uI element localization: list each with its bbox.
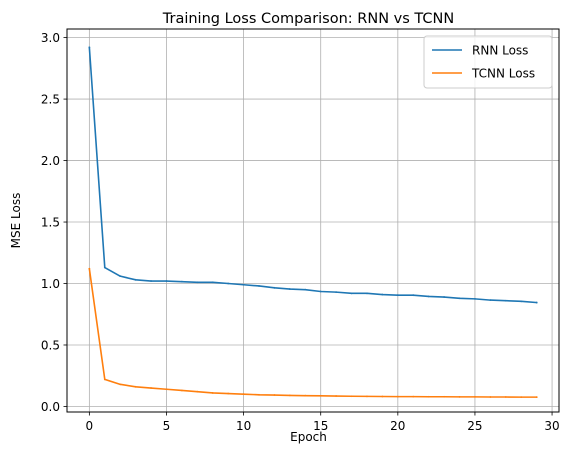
rnn-loss-point — [242, 283, 245, 286]
plot-area-frame — [66, 28, 560, 413]
rnn-loss-point — [88, 46, 91, 49]
x-tick-label: 30 — [544, 419, 559, 433]
tcnn-loss-point — [489, 396, 492, 398]
y-tick-label: 1.5 — [41, 215, 60, 229]
tcnn-loss-point — [350, 395, 353, 398]
tcnn-loss-point — [134, 385, 137, 388]
tcnn-loss-point — [366, 395, 368, 398]
rnn-loss-line — [88, 46, 538, 304]
rnn-loss-point — [535, 301, 538, 304]
tcnn-loss-point — [103, 378, 106, 381]
rnn-loss-point — [196, 281, 199, 284]
legend-rnn-label: RNN Loss — [472, 44, 528, 58]
x-tick-label: 25 — [467, 419, 482, 433]
series-lines — [88, 46, 538, 399]
tcnn-loss-point — [150, 387, 152, 389]
y-tick-label: 2.5 — [41, 92, 60, 106]
x-tick-label: 10 — [236, 419, 251, 433]
tcnn-loss-point — [535, 396, 538, 399]
rnn-loss-point — [489, 299, 492, 302]
y-tick-label: 3.0 — [41, 31, 60, 45]
tcnn-loss-point — [165, 388, 168, 391]
rnn-loss-point — [443, 296, 445, 298]
x-tick-label: 0 — [86, 419, 94, 433]
rnn-loss-point — [258, 285, 260, 287]
y-tick-label: 0.0 — [41, 400, 60, 414]
rnn-loss-point — [227, 282, 230, 285]
tcnn-loss-point — [335, 395, 338, 397]
y-tick-label: 2.0 — [41, 154, 60, 168]
tcnn-loss-line — [88, 267, 538, 398]
legend-box — [423, 35, 553, 89]
rnn-loss-point — [103, 266, 106, 269]
legend-tcnn-label: TCNN Loss — [471, 67, 535, 81]
rnn-loss-point — [119, 275, 122, 278]
rnn-loss-point — [319, 290, 322, 293]
tcnn-loss-point — [443, 395, 445, 398]
x-tick-label: 20 — [390, 419, 405, 433]
rnn-loss-point — [396, 294, 399, 297]
legend: RNN Loss TCNN Loss — [423, 35, 553, 89]
x-tick-label: 15 — [313, 419, 328, 433]
chart-title: Training Loss Comparison: RNN vs TCNN — [162, 11, 455, 27]
y-tick-label: 0.5 — [41, 338, 60, 352]
tcnn-loss-point — [304, 394, 307, 397]
rnn-loss-point — [181, 280, 183, 283]
rnn-loss-point — [304, 288, 307, 291]
rnn-loss-point — [412, 294, 415, 297]
rnn-loss-point — [273, 286, 276, 289]
tcnn-loss-point — [458, 395, 461, 398]
tcnn-loss-point — [88, 267, 91, 270]
tcnn-loss-point — [288, 394, 291, 397]
rnn-loss-point — [474, 297, 476, 300]
rnn-loss-point — [458, 297, 461, 300]
rnn-loss-point — [335, 291, 338, 294]
rnn-loss-point — [288, 288, 291, 290]
rnn-loss-point — [381, 293, 384, 296]
tcnn-loss-point — [119, 383, 122, 386]
tcnn-loss-point — [474, 395, 476, 398]
tcnn-loss-point — [412, 395, 415, 398]
rnn-loss-point — [350, 292, 353, 295]
tcnn-loss-point — [396, 395, 399, 398]
rnn-loss-point — [504, 299, 507, 302]
x-axis-label: Epoch — [290, 430, 327, 444]
tcnn-loss-point — [427, 395, 430, 398]
tcnn-loss-point — [520, 396, 523, 399]
axis-ticks: 0 5 10 15 20 25 30 0.0 0.5 1.0 1.5 2.0 2.5 3.0 — [41, 31, 560, 433]
y-axis-label: MSE Loss — [9, 193, 23, 249]
rnn-loss-point — [366, 292, 368, 295]
grid — [67, 29, 559, 412]
rnn-loss-point — [520, 300, 523, 303]
tcnn-loss-point — [227, 392, 230, 395]
tcnn-loss-point — [504, 396, 507, 398]
tcnn-loss-point — [273, 394, 276, 396]
rnn-loss-point — [134, 278, 137, 281]
tcnn-loss-point — [242, 393, 245, 396]
y-tick-label: 1.0 — [41, 277, 60, 291]
tcnn-loss-point — [181, 389, 183, 392]
rnn-loss-point — [427, 295, 430, 298]
rnn-loss-point — [211, 281, 214, 284]
rnn-loss-point — [165, 280, 168, 282]
tcnn-loss-point — [319, 394, 322, 397]
x-tick-label: 5 — [163, 419, 171, 433]
tcnn-loss-point — [211, 392, 214, 394]
tcnn-loss-point — [381, 395, 384, 398]
tcnn-loss-point — [196, 390, 199, 393]
tcnn-loss-point — [258, 393, 260, 396]
rnn-loss-point — [150, 280, 152, 282]
